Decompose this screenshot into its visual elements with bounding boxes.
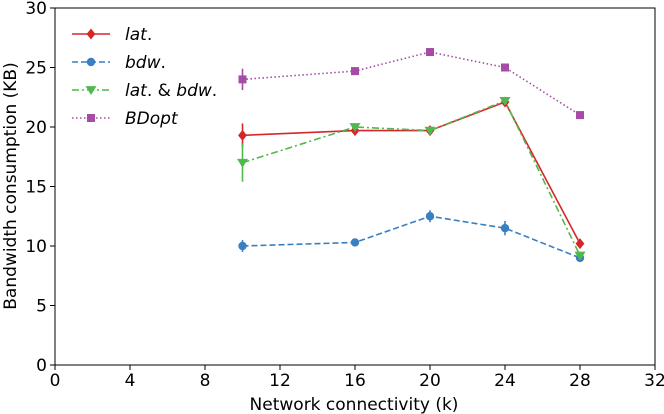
series-line (242, 51, 581, 116)
x-tick-label: 4 (125, 371, 136, 391)
data-point (350, 238, 360, 247)
axes: 0 4 8 12 16 20 24 28 32 0 5 10 15 20 25 30 (25, 0, 664, 391)
legend-label: lat. (125, 25, 152, 45)
data-point (424, 126, 436, 136)
series-lat (238, 96, 585, 250)
data-point (501, 63, 509, 72)
legend-marker (85, 86, 97, 95)
legend-marker (86, 57, 96, 67)
data-point (575, 238, 585, 250)
data-point (499, 96, 511, 106)
y-tick-label: 25 (25, 59, 47, 79)
data-point (238, 241, 247, 251)
series-bdopt (238, 48, 584, 120)
legend: lat. bdw. lat. & bdw. BDopt (72, 25, 217, 129)
legend-item: lat. & bdw. (72, 81, 217, 101)
x-tick-label: 32 (644, 371, 664, 391)
data-point (576, 111, 584, 120)
data-point (351, 67, 359, 76)
legend-label: lat. & bdw. (125, 81, 217, 101)
data-point (425, 212, 435, 221)
x-tick-label: 8 (200, 371, 211, 391)
legend-label: bdw. (125, 53, 166, 73)
y-tick-label: 15 (25, 178, 47, 198)
data-point (500, 223, 510, 233)
data-point (349, 123, 361, 132)
legend-item: bdw. (72, 53, 166, 73)
y-tick-label: 10 (25, 237, 47, 257)
series-bdw (238, 210, 585, 263)
y-tick-label: 30 (25, 0, 47, 19)
data-point (237, 158, 248, 168)
x-tick-label: 28 (569, 371, 591, 391)
x-axis-title: Network connectivity (k) (250, 395, 459, 414)
data-point (426, 48, 434, 57)
legend-marker (86, 28, 96, 40)
series-line (242, 99, 581, 256)
x-tick-label: 24 (494, 371, 516, 391)
x-tick-label: 16 (344, 371, 366, 391)
x-tick-label: 12 (269, 371, 291, 391)
legend-item: BDopt (72, 109, 179, 129)
y-tick-label: 0 (36, 356, 47, 376)
data-point (238, 129, 247, 141)
y-tick-label: 5 (36, 297, 47, 317)
y-tick-label: 20 (25, 118, 47, 138)
plot-area (237, 48, 586, 263)
legend-label: BDopt (125, 109, 179, 129)
y-axis-title: Bandwidth consumption (KB) (1, 62, 21, 309)
legend-marker (87, 114, 95, 122)
x-tick-label: 0 (50, 371, 61, 391)
legend-item: lat. (72, 25, 152, 45)
series-latbdw (237, 96, 586, 261)
data-point (238, 75, 247, 84)
x-tick-label: 20 (419, 371, 441, 391)
series-line (242, 215, 581, 259)
data-point (574, 251, 586, 261)
